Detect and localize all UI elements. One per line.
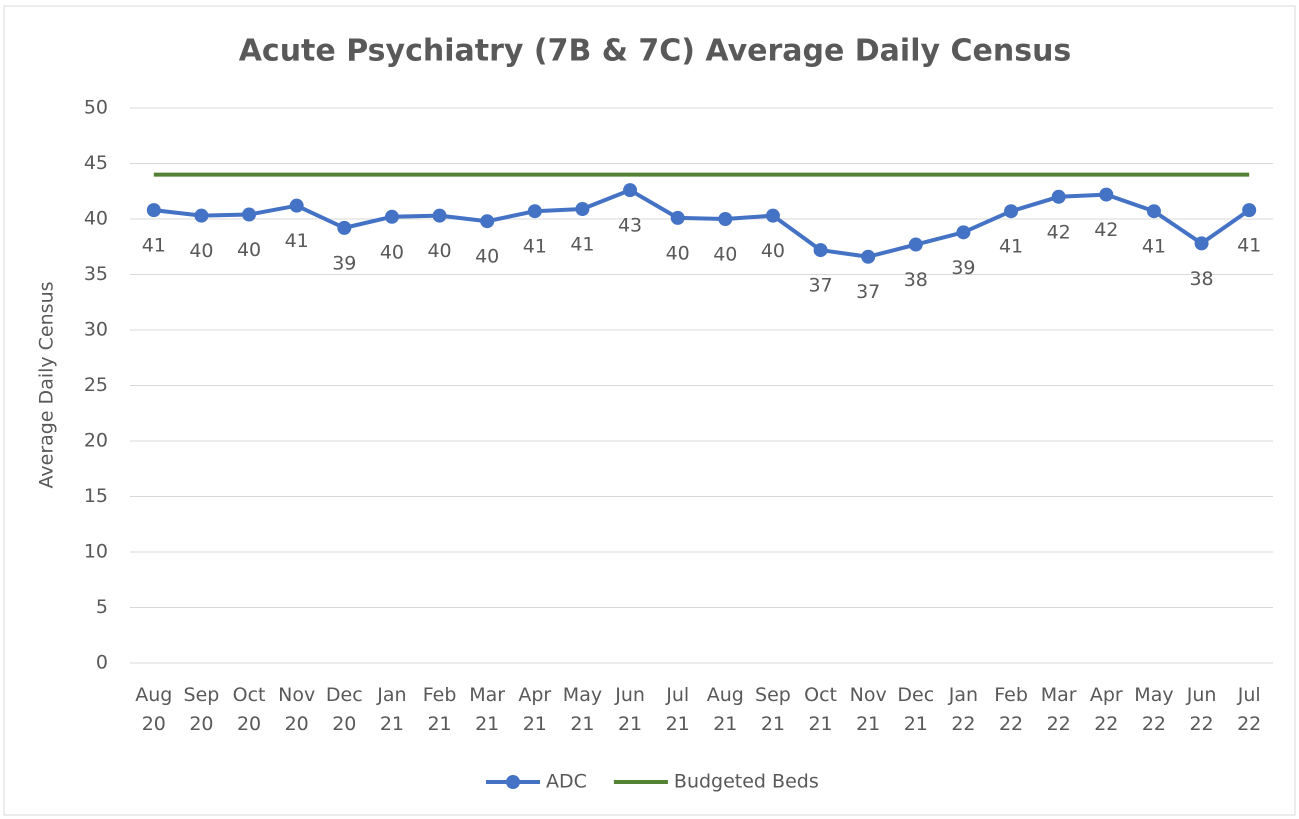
y-tick-label: 10 [84, 541, 108, 563]
chart-border [3, 5, 1296, 816]
x-tick-label: Sep 21 [755, 684, 791, 735]
x-tick-label: Dec 21 [897, 684, 935, 735]
data-label: 40 [666, 242, 690, 264]
x-tick-label: Oct 20 [232, 684, 266, 735]
data-point [575, 202, 590, 217]
data-label: 37 [856, 281, 880, 303]
data-label: 41 [1237, 235, 1261, 257]
data-label: 41 [285, 230, 309, 252]
x-tick-label: Dec 20 [325, 684, 363, 735]
data-label: 41 [1142, 236, 1166, 258]
data-point [289, 198, 304, 213]
data-label: 41 [142, 235, 166, 257]
data-point [1099, 187, 1114, 202]
data-label: 41 [570, 234, 594, 256]
data-label: 38 [904, 269, 928, 291]
x-tick-label: Nov 21 [849, 684, 887, 735]
data-label: 43 [618, 215, 642, 237]
data-point [1051, 189, 1066, 204]
x-tick-label: Feb 21 [422, 684, 457, 735]
x-tick-label: Jun 21 [615, 684, 645, 735]
legend-marker [506, 775, 520, 789]
y-tick-label: 20 [84, 430, 108, 452]
data-point [908, 237, 923, 252]
x-tick-label: Apr 22 [1089, 684, 1123, 735]
y-tick-label: 25 [84, 374, 108, 396]
x-tick-label: Aug 20 [135, 684, 173, 735]
y-tick-label: 50 [84, 97, 108, 119]
x-tick-label: Sep 20 [183, 684, 220, 735]
legend-label: Budgeted Beds [674, 771, 819, 793]
data-point [765, 208, 780, 223]
data-label: 40 [237, 239, 261, 261]
x-tick-label: Oct 21 [804, 684, 837, 735]
x-tick-label: May 21 [562, 684, 603, 735]
data-label: 40 [380, 241, 404, 263]
data-point [194, 208, 209, 223]
y-tick-label: 40 [84, 208, 108, 230]
data-label: 40 [427, 240, 451, 262]
data-point [432, 208, 447, 223]
data-label: 41 [523, 236, 547, 258]
y-tick-label: 35 [84, 263, 108, 285]
data-label: 42 [1094, 219, 1118, 241]
data-point [623, 183, 638, 198]
x-tick-label: Jul 21 [665, 684, 690, 735]
data-point [1004, 204, 1019, 219]
x-tick-label: Jan 22 [948, 684, 979, 735]
data-point [1194, 236, 1209, 251]
x-tick-label: Nov 20 [278, 684, 316, 735]
x-tick-label: Jan 21 [377, 684, 407, 735]
data-point [670, 210, 685, 225]
x-tick-label: Jun 22 [1186, 684, 1217, 735]
data-label: 42 [1047, 221, 1071, 243]
data-label: 40 [761, 240, 785, 262]
y-tick-label: 5 [96, 596, 108, 618]
data-label: 40 [475, 246, 499, 268]
legend-label: ADC [546, 771, 587, 793]
y-tick-label: 30 [84, 319, 108, 341]
data-point [146, 203, 161, 218]
data-point [813, 243, 828, 258]
x-tick-label: Apr 21 [518, 684, 552, 735]
data-point [861, 249, 876, 264]
x-tick-label: Mar 21 [469, 684, 506, 735]
data-label: 37 [808, 275, 832, 297]
data-label: 39 [332, 252, 356, 274]
series-line [153, 188, 1251, 259]
y-tick-label: 45 [84, 152, 108, 174]
x-tick-label: Jul 22 [1237, 684, 1262, 735]
x-tick-label: Aug 21 [706, 684, 744, 735]
data-point [527, 204, 542, 219]
data-label: 41 [999, 236, 1023, 258]
data-label: 40 [713, 244, 737, 266]
data-label: 38 [1189, 268, 1213, 290]
data-point [480, 214, 495, 229]
x-tick-label: Feb 22 [994, 684, 1028, 735]
data-point [242, 207, 257, 222]
data-point [337, 220, 352, 235]
x-tick-label: Mar 22 [1040, 684, 1077, 735]
chart-title: Acute Psychiatry (7B & 7C) Average Daily… [239, 34, 1072, 69]
data-point [1146, 204, 1161, 219]
y-tick-label: 15 [84, 485, 108, 507]
data-label: 40 [189, 240, 213, 262]
y-tick-label: 0 [96, 652, 108, 674]
data-point [1242, 203, 1257, 218]
y-axis-title: Average Daily Census [36, 281, 58, 488]
x-tick-label: May 22 [1134, 684, 1174, 735]
data-point [384, 209, 399, 224]
data-point [956, 225, 971, 240]
data-label: 39 [951, 257, 975, 279]
data-point [718, 212, 733, 226]
